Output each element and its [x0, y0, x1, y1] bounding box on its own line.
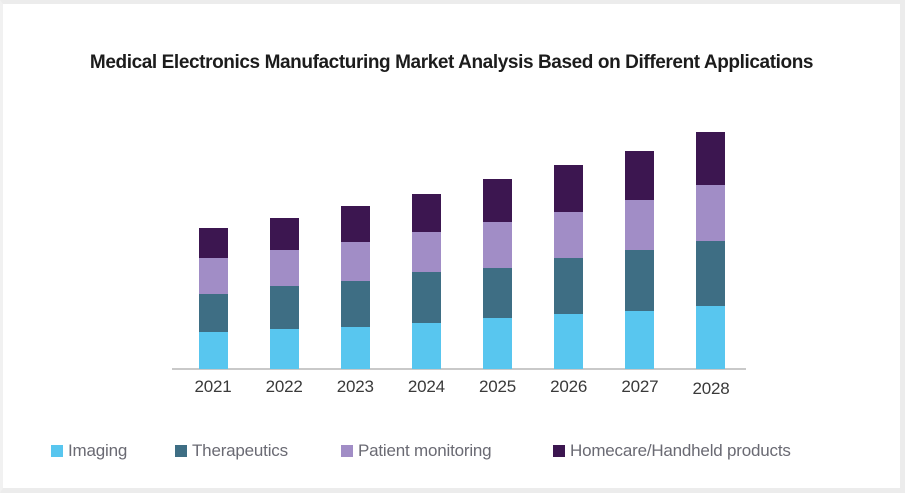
bar-segment-imaging-2027	[625, 311, 655, 369]
plot-area: 2021 2022 2023 2024 2025 2026 2027 2028	[3, 4, 900, 488]
bar-segment-homecare-handheld-products-2026	[554, 165, 584, 212]
bar-segment-imaging-2022	[269, 329, 299, 369]
bar-segment-patient-monitoring-2028	[696, 185, 726, 241]
bar-segment-homecare-handheld-products-2027	[625, 151, 655, 200]
legend-label-therapeutics: Therapeutics	[192, 441, 288, 460]
bar-segment-patient-monitoring-2025	[483, 222, 513, 268]
bar-segment-imaging-2023	[340, 327, 370, 369]
bar-segment-patient-monitoring-2026	[554, 212, 584, 258]
legend-label-imaging: Imaging	[68, 441, 128, 460]
bar-segment-patient-monitoring-2027	[625, 200, 655, 250]
legend-swatch-patient-monitoring	[341, 445, 353, 457]
legend-label-patient-monitoring: Patient monitoring	[358, 441, 492, 460]
x-axis-label-2024: 2024	[407, 377, 445, 396]
bar-segment-homecare-handheld-products-2023	[340, 206, 370, 242]
bar-segment-imaging-2025	[483, 318, 513, 369]
x-axis-label-2022: 2022	[265, 377, 303, 396]
bar-segment-patient-monitoring-2021	[198, 258, 228, 294]
legend-item-therapeutics: Therapeutics	[175, 441, 288, 461]
legend: Imaging Therapeutics Patient monitoring …	[3, 441, 900, 463]
legend-label-homecare-handheld-products: Homecare/Handheld products	[570, 441, 791, 460]
bar-segment-therapeutics-2022	[269, 286, 299, 329]
x-axis-label-2025: 2025	[479, 377, 517, 396]
legend-swatch-therapeutics	[175, 445, 187, 457]
bar-segment-imaging-2024	[411, 323, 441, 369]
bar-segment-imaging-2021	[198, 332, 228, 369]
chart-title: Medical Electronics Manufacturing Market…	[89, 52, 814, 73]
bar-segment-homecare-handheld-products-2028	[696, 132, 726, 185]
bar-segment-homecare-handheld-products-2022	[269, 218, 299, 250]
x-axis-label-2027: 2027	[621, 377, 659, 396]
legend-swatch-imaging	[51, 445, 63, 457]
bar-segment-therapeutics-2027	[625, 250, 655, 311]
legend-item-imaging: Imaging	[51, 441, 127, 461]
x-axis-label-2026: 2026	[550, 377, 588, 396]
bar-segment-therapeutics-2024	[411, 272, 441, 323]
bar-segment-homecare-handheld-products-2021	[198, 228, 228, 258]
x-axis-label-2023: 2023	[336, 377, 374, 396]
bar-segment-therapeutics-2021	[198, 294, 228, 332]
bar-segment-therapeutics-2026	[554, 258, 584, 314]
x-axis-line	[172, 368, 746, 370]
bar-segment-homecare-handheld-products-2024	[411, 194, 441, 232]
bar-segment-therapeutics-2025	[483, 268, 513, 318]
bar-segment-therapeutics-2028	[696, 241, 726, 306]
bar-segment-patient-monitoring-2023	[340, 242, 370, 281]
legend-item-patient-monitoring: Patient monitoring	[341, 441, 492, 461]
bar-segment-therapeutics-2023	[340, 281, 370, 327]
bar-segment-imaging-2028	[696, 306, 726, 369]
x-axis-label-2028: 2028	[692, 379, 730, 398]
bar-segment-patient-monitoring-2024	[411, 232, 441, 272]
bar-segment-imaging-2026	[554, 314, 584, 369]
legend-swatch-homecare-handheld-products	[553, 445, 565, 457]
legend-item-homecare-handheld-products: Homecare/Handheld products	[553, 441, 791, 461]
bar-segment-patient-monitoring-2022	[269, 250, 299, 286]
x-axis-label-2021: 2021	[194, 377, 232, 396]
bar-segment-homecare-handheld-products-2025	[483, 179, 513, 222]
